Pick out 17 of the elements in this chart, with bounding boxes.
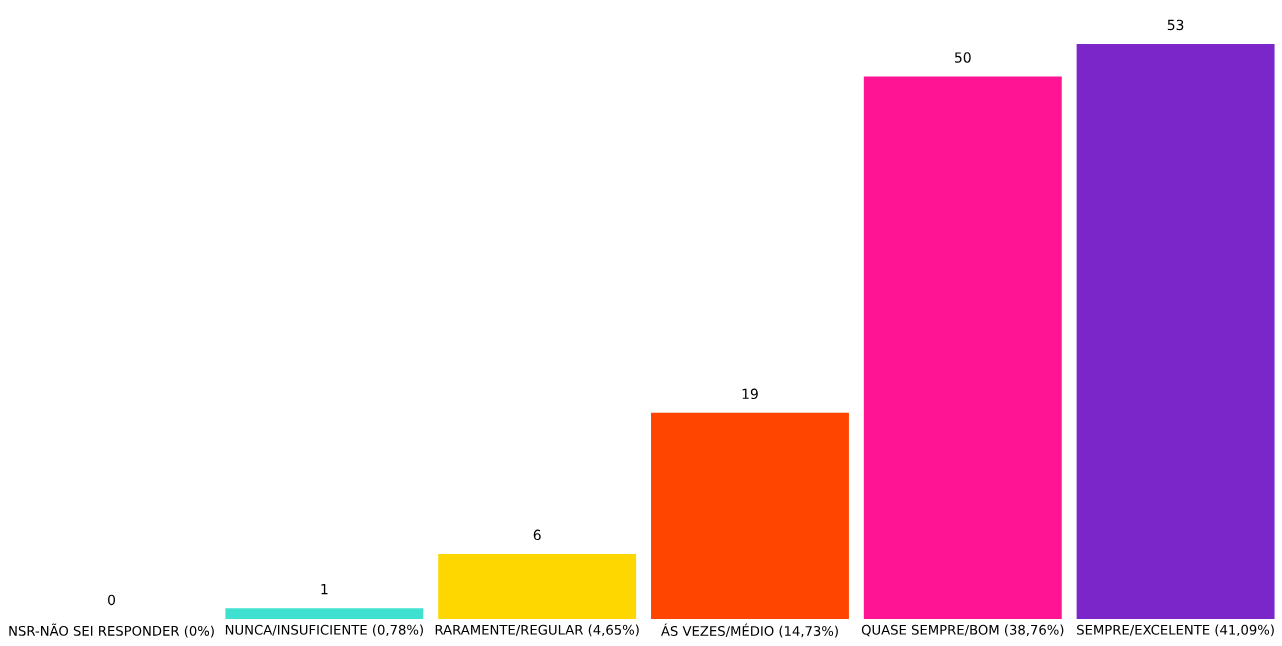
data-label: 50 [955, 52, 971, 63]
data-label: 53 [1167, 19, 1184, 31]
bar [863, 76, 1062, 619]
data-label: 1 [321, 584, 328, 595]
data-label: 6 [533, 529, 541, 541]
bar [438, 553, 637, 619]
x-tick-label: SEMPRE/EXCELENTE (41,09%) [1077, 624, 1274, 637]
x-tick-label: QUASE SEMPRE/BOM (38,76%) [861, 624, 1064, 637]
x-tick-label: RARAMENTE/REGULAR (4,65%) [435, 624, 639, 637]
x-tick-label: ÁS VEZES/MÉDIO (14,73%) [661, 623, 838, 638]
x-tick-label: NUNCA/INSUFICIENTE (0,78%) [225, 624, 423, 637]
bar [651, 412, 849, 619]
data-label: 19 [742, 388, 758, 400]
x-tick-label: NSR-NÃO SEI RESPONDER (0%) [9, 623, 214, 638]
bar [1076, 44, 1275, 619]
bar [225, 608, 424, 619]
data-label: 0 [108, 594, 116, 606]
